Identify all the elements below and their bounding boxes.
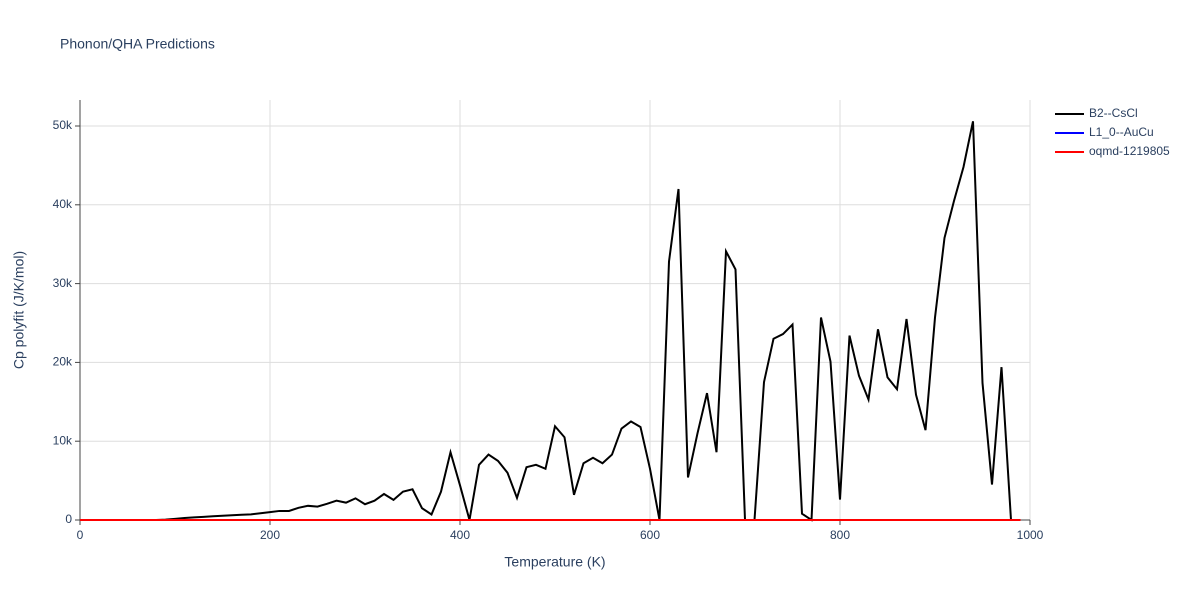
chart-title: Phonon/QHA Predictions <box>60 36 215 52</box>
x-tick-label: 200 <box>260 528 280 542</box>
x-tick-label: 600 <box>640 528 660 542</box>
x-tick-label: 0 <box>77 528 84 542</box>
y-tick-label: 20k <box>53 355 73 369</box>
y-tick-label: 0 <box>65 512 72 526</box>
legend-label: L1_0--AuCu <box>1089 125 1154 139</box>
y-axis-label: Cp polyfit (J/K/mol) <box>11 251 27 369</box>
x-tick-label: 1000 <box>1017 528 1044 542</box>
series-line <box>80 121 1021 522</box>
x-tick-label: 800 <box>830 528 850 542</box>
y-tick-label: 40k <box>53 197 73 211</box>
x-tick-label: 400 <box>450 528 470 542</box>
x-axis-label: Temperature (K) <box>504 554 605 570</box>
y-tick-label: 10k <box>53 433 73 447</box>
y-tick-label: 50k <box>53 118 73 132</box>
y-tick-label: 30k <box>53 276 73 290</box>
legend-label: oqmd-1219805 <box>1089 144 1170 158</box>
legend-label: B2--CsCl <box>1089 106 1138 120</box>
